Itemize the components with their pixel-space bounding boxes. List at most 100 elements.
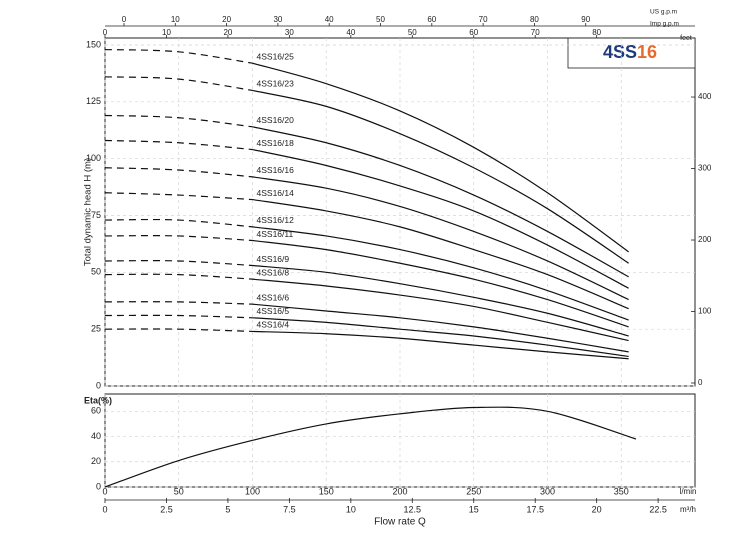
series-label: 4SS16/18 <box>257 138 295 148</box>
top-tick-label: 90 <box>581 15 590 24</box>
series-label: 4SS16/11 <box>257 229 294 239</box>
x-tick-label: 10 <box>346 504 356 514</box>
dashed-curve <box>104 260 253 267</box>
dashed-curve <box>104 314 253 319</box>
top-tick-label: 30 <box>273 15 282 24</box>
dashed-curve <box>104 76 253 92</box>
top-tick-label: 0 <box>103 28 108 37</box>
top-tick-label: 30 <box>285 28 294 37</box>
top-tick-label: 60 <box>469 28 478 37</box>
dashed-curve <box>104 48 253 64</box>
head-curve <box>252 148 629 289</box>
dashed-curve <box>104 192 253 201</box>
head-curve <box>252 226 629 321</box>
y2-tick-label: 0 <box>698 378 703 387</box>
head-curve <box>252 239 629 328</box>
top-axis-label: Imp g.p.m <box>650 21 679 28</box>
x-tick-label: 50 <box>174 486 184 496</box>
x-tick-label: 20 <box>592 504 602 514</box>
y2-tick-label: 300 <box>698 164 712 173</box>
dashed-curve <box>104 167 253 178</box>
eta-axis-label: Eta(%) <box>84 395 112 405</box>
head-curve <box>252 278 629 342</box>
top-tick-label: 40 <box>325 15 334 24</box>
dashed-curve <box>104 301 253 305</box>
eta-curve <box>104 406 637 488</box>
top-tick-label: 10 <box>171 15 180 24</box>
head-curve <box>252 62 629 253</box>
title-part: 16 <box>637 42 657 62</box>
eta-tick-label: 0 <box>96 481 101 491</box>
x-tick-label: 250 <box>466 486 481 496</box>
eta-tick-label: 60 <box>91 406 101 416</box>
top-tick-label: 20 <box>222 15 231 24</box>
x-tick-label: 200 <box>392 486 407 496</box>
top-tick-label: 80 <box>592 28 601 37</box>
x-tick-label: 150 <box>319 486 334 496</box>
y2-tick-label: 400 <box>698 92 712 101</box>
x-tick-label: 100 <box>245 486 260 496</box>
x-tick-label: 300 <box>540 486 555 496</box>
series-label: 4SS16/5 <box>257 306 290 316</box>
dashed-curve <box>104 139 253 151</box>
title-box <box>567 37 696 69</box>
head-curve <box>252 89 629 264</box>
dashed-curve <box>104 235 253 242</box>
series-label: 4SS16/8 <box>257 267 290 277</box>
bottom-axis-label: m³/h <box>680 505 696 514</box>
top-tick-label: 10 <box>162 28 171 37</box>
dashed-curve <box>104 273 253 280</box>
x-tick-label: 17.5 <box>526 504 544 514</box>
top-tick-label: 20 <box>223 28 232 37</box>
top-tick-label: 50 <box>408 28 417 37</box>
y-tick-label: 0 <box>96 380 101 390</box>
dashed-curve <box>104 218 253 228</box>
y-tick-label: 100 <box>86 153 101 163</box>
eta-tick-label: 20 <box>91 456 101 466</box>
x-tick-label: 5 <box>225 504 230 514</box>
top-tick-label: 70 <box>531 28 540 37</box>
top-tick-label: 50 <box>376 15 385 24</box>
y2-tick-label: 100 <box>698 307 712 316</box>
x-axis-label: Flow rate Q <box>374 517 426 528</box>
x-tick-label: 7.5 <box>283 504 296 514</box>
bottom-axis-label: l/min <box>680 487 697 496</box>
series-label: 4SS16/12 <box>257 215 295 225</box>
head-curve <box>252 303 629 353</box>
series-label: 4SS16/25 <box>257 51 295 61</box>
y-axis-label: Total dynamic head H (m) <box>83 158 94 266</box>
x-tick-label: 0 <box>102 486 107 496</box>
x-tick-label: 2.5 <box>160 504 173 514</box>
dashed-curve <box>104 114 253 128</box>
series-label: 4SS16/23 <box>257 79 295 89</box>
x-tick-label: 350 <box>614 486 629 496</box>
y-tick-label: 125 <box>86 96 101 106</box>
head-curve <box>252 198 629 310</box>
head-curve <box>252 330 629 360</box>
eta-tick-label: 40 <box>91 431 101 441</box>
head-curve <box>252 264 629 337</box>
y-tick-label: 50 <box>91 267 101 277</box>
chart-title: 4SS16 <box>603 42 657 62</box>
head-curve <box>252 126 629 278</box>
head-curve <box>252 317 629 358</box>
x-tick-label: 15 <box>469 504 479 514</box>
dashed-curve <box>104 328 253 333</box>
top-tick-label: 40 <box>346 28 355 37</box>
series-label: 4SS16/14 <box>257 188 295 198</box>
y2-tick-label: 200 <box>698 235 712 244</box>
y-tick-label: 150 <box>86 39 101 49</box>
series-label: 4SS16/20 <box>257 115 295 125</box>
y-tick-label: 25 <box>91 324 101 334</box>
y-tick-label: 75 <box>91 210 101 220</box>
top-tick-label: 0 <box>122 15 127 24</box>
series-label: 4SS16/4 <box>257 320 290 330</box>
series-label: 4SS16/9 <box>257 254 290 264</box>
series-label: 4SS16/6 <box>257 292 290 302</box>
title-part: 4SS <box>603 42 637 62</box>
top-axis-label: US g.p.m <box>650 9 677 16</box>
series-label: 4SS16/16 <box>257 165 295 175</box>
top-tick-label: 80 <box>530 15 539 24</box>
x-tick-label: 0 <box>102 504 107 514</box>
